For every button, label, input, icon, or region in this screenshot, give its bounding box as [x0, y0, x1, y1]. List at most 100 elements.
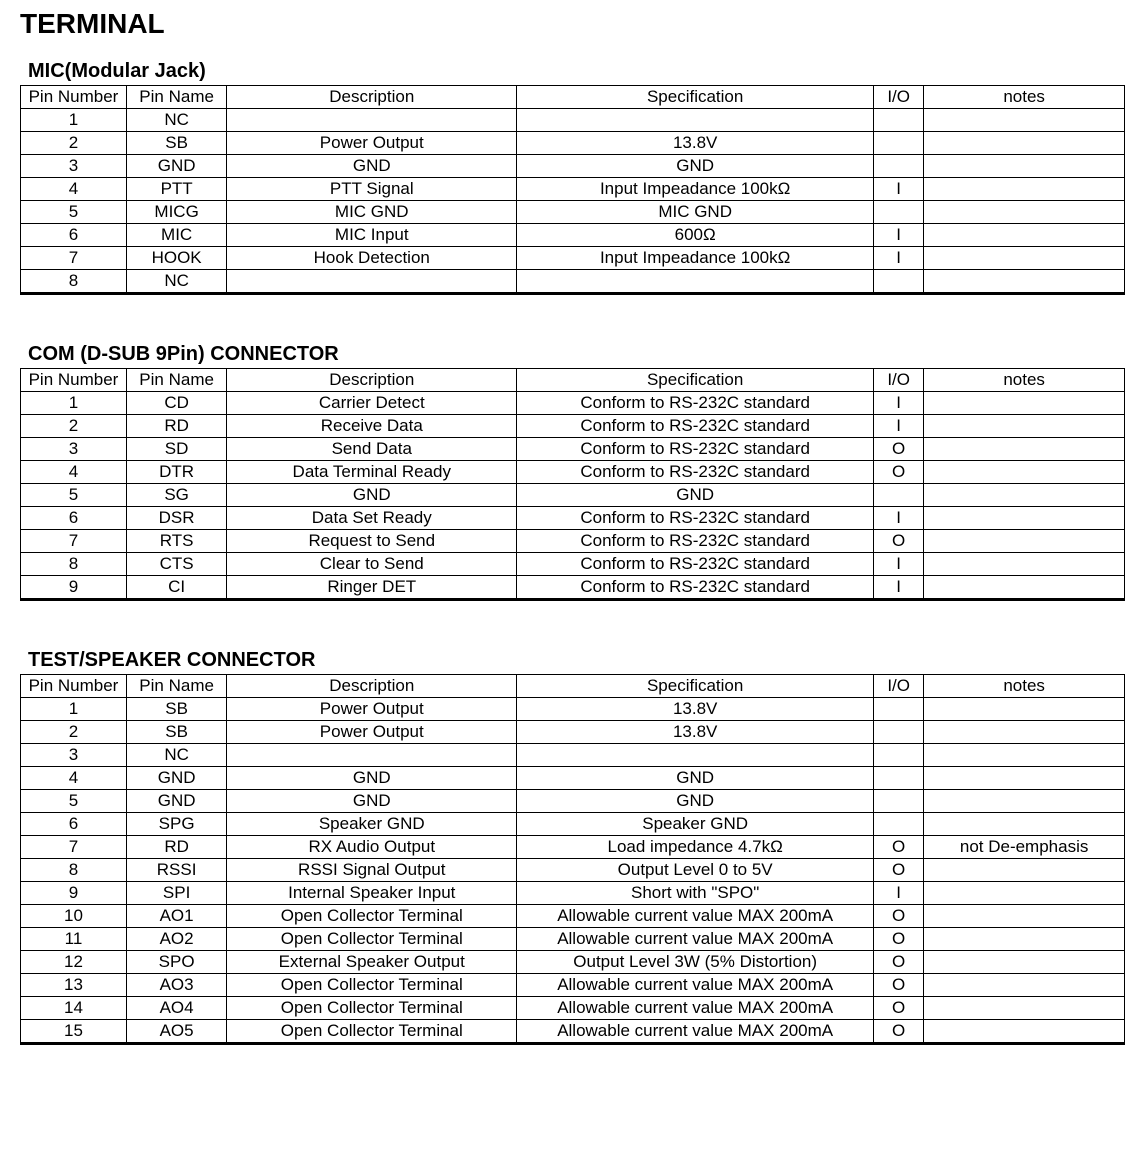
col-pin-number: Pin Number [21, 86, 127, 109]
col-description: Description [227, 369, 517, 392]
table-row: 3NC [21, 744, 1125, 767]
table-cell [924, 721, 1125, 744]
table-row: 1SBPower Output13.8V [21, 698, 1125, 721]
table-cell: GND [227, 790, 517, 813]
table-cell: 600Ω [517, 224, 874, 247]
table-cell: 2 [21, 132, 127, 155]
table-cell [874, 270, 924, 294]
table-cell: MIC GND [227, 201, 517, 224]
table-cell: 11 [21, 928, 127, 951]
table-cell: 8 [21, 553, 127, 576]
table-row: 14AO4Open Collector TerminalAllowable cu… [21, 997, 1125, 1020]
table-cell: Speaker GND [517, 813, 874, 836]
table-cell [874, 698, 924, 721]
col-pin-number: Pin Number [21, 675, 127, 698]
table-cell [924, 974, 1125, 997]
table-cell [874, 721, 924, 744]
table-cell: 2 [21, 721, 127, 744]
table-cell: GND [126, 790, 226, 813]
table-cell [924, 270, 1125, 294]
table-row: 13AO3Open Collector TerminalAllowable cu… [21, 974, 1125, 997]
table-row: 15AO5Open Collector TerminalAllowable cu… [21, 1020, 1125, 1044]
table-cell: 7 [21, 530, 127, 553]
table-cell [227, 270, 517, 294]
table-cell: 13.8V [517, 698, 874, 721]
col-description: Description [227, 86, 517, 109]
table-cell [924, 415, 1125, 438]
table-cell: 4 [21, 767, 127, 790]
table-cell: Send Data [227, 438, 517, 461]
table-cell: Speaker GND [227, 813, 517, 836]
table-cell: GND [517, 484, 874, 507]
table-cell [924, 790, 1125, 813]
table-cell: SPI [126, 882, 226, 905]
table-cell [924, 484, 1125, 507]
table-cell [924, 882, 1125, 905]
table-cell: O [874, 438, 924, 461]
section-com: COM (D-SUB 9Pin) CONNECTOR Pin Number Pi… [20, 343, 1125, 601]
table-cell: Conform to RS-232C standard [517, 461, 874, 484]
table-cell: SD [126, 438, 226, 461]
col-notes: notes [924, 675, 1125, 698]
table-cell: AO4 [126, 997, 226, 1020]
section-test-speaker: TEST/SPEAKER CONNECTOR Pin Number Pin Na… [20, 649, 1125, 1045]
table-cell: Power Output [227, 132, 517, 155]
table-cell [924, 813, 1125, 836]
table-cell [924, 928, 1125, 951]
col-pin-name: Pin Name [126, 369, 226, 392]
table-cell: I [874, 576, 924, 600]
table-cell: PTT Signal [227, 178, 517, 201]
table-row: 6SPGSpeaker GNDSpeaker GND [21, 813, 1125, 836]
table-cell: RSSI [126, 859, 226, 882]
table-cell: SPG [126, 813, 226, 836]
col-pin-name: Pin Name [126, 86, 226, 109]
table-cell [517, 270, 874, 294]
col-io: I/O [874, 675, 924, 698]
table-cell [924, 247, 1125, 270]
table-cell: CI [126, 576, 226, 600]
table-cell: Power Output [227, 721, 517, 744]
table-cell: O [874, 905, 924, 928]
table-cell: 1 [21, 392, 127, 415]
table-cell: NC [126, 109, 226, 132]
col-specification: Specification [517, 675, 874, 698]
table-cell: O [874, 859, 924, 882]
table-cell: O [874, 997, 924, 1020]
table-cell: Allowable current value MAX 200mA [517, 905, 874, 928]
col-specification: Specification [517, 86, 874, 109]
table-cell: DSR [126, 507, 226, 530]
table-cell: Input Impeadance 100kΩ [517, 178, 874, 201]
col-specification: Specification [517, 369, 874, 392]
table-cell: I [874, 247, 924, 270]
table-cell [924, 767, 1125, 790]
table-cell [874, 767, 924, 790]
table-cell: Output Level 3W (5% Distortion) [517, 951, 874, 974]
table-cell: Conform to RS-232C standard [517, 507, 874, 530]
table-cell: Allowable current value MAX 200mA [517, 974, 874, 997]
table-cell: Open Collector Terminal [227, 974, 517, 997]
page-title: TERMINAL [20, 8, 1125, 40]
table-cell: CTS [126, 553, 226, 576]
table-cell [227, 109, 517, 132]
table-cell: Receive Data [227, 415, 517, 438]
table-row: 6DSRData Set ReadyConform to RS-232C sta… [21, 507, 1125, 530]
table-cell: Conform to RS-232C standard [517, 530, 874, 553]
table-row: 4GNDGNDGND [21, 767, 1125, 790]
table-row: 1CDCarrier DetectConform to RS-232C stan… [21, 392, 1125, 415]
table-cell: AO1 [126, 905, 226, 928]
table-cell: AO3 [126, 974, 226, 997]
table-cell [924, 438, 1125, 461]
table-cell [874, 132, 924, 155]
table-cell [517, 109, 874, 132]
table-row: 7HOOKHook DetectionInput Impeadance 100k… [21, 247, 1125, 270]
table-cell: 12 [21, 951, 127, 974]
table-test-speaker: Pin Number Pin Name Description Specific… [20, 674, 1125, 1045]
table-cell [924, 461, 1125, 484]
table-cell: GND [517, 790, 874, 813]
table-row: 7RDRX Audio OutputLoad impedance 4.7kΩOn… [21, 836, 1125, 859]
table-cell [924, 859, 1125, 882]
table-row: 12SPOExternal Speaker OutputOutput Level… [21, 951, 1125, 974]
table-head: Pin Number Pin Name Description Specific… [21, 86, 1125, 109]
table-cell [924, 905, 1125, 928]
table-cell: DTR [126, 461, 226, 484]
